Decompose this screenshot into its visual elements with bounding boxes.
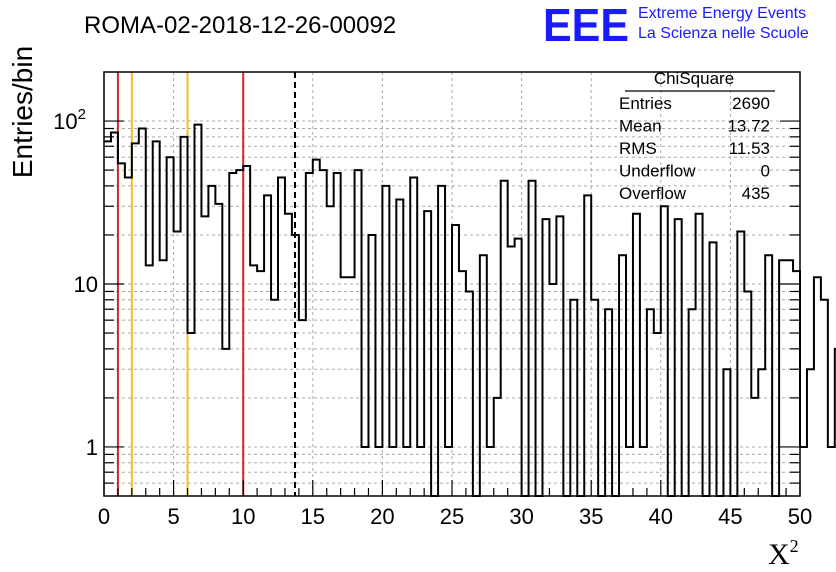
axis-ticks	[103, 120, 801, 496]
y-tick-label: 10	[74, 272, 98, 297]
x-tick-label: 40	[649, 504, 673, 529]
stats-label: Overflow	[619, 184, 687, 203]
plot-title: ROMA-02-2018-12-26-00092	[84, 12, 396, 39]
tick-labels: 0 5 10 15 20 25 30 35 40 45 50 1 10 102	[53, 106, 812, 529]
x-tick-label: 20	[370, 504, 394, 529]
stats-value: 11.53	[729, 139, 770, 158]
stats-label: Underflow	[619, 162, 696, 181]
histogram-outline	[104, 123, 836, 497]
brand-line-2: La Scienza nelle Scuole	[638, 25, 809, 42]
x-tick-label: 30	[509, 504, 533, 529]
stats-value: 435	[742, 184, 770, 203]
stats-label: Entries	[619, 94, 672, 113]
x-tick-label: 25	[440, 504, 464, 529]
x-tick-label: 35	[579, 504, 603, 529]
stats-value: 2690	[732, 94, 770, 113]
x-tick-label: 5	[167, 504, 179, 529]
x-axis-title: X2	[768, 536, 799, 571]
x-tick-label: 10	[231, 504, 255, 529]
y-axis-title: Entries/bin	[7, 46, 38, 178]
stats-value: 0	[761, 162, 770, 181]
x-tick-label: 15	[301, 504, 325, 529]
x-tick-label: 50	[788, 504, 812, 529]
stats-title: ChiSquare	[654, 69, 734, 88]
x-tick-label: 0	[98, 504, 110, 529]
x-tick-label: 45	[718, 504, 742, 529]
y-tick-label: 102	[53, 106, 86, 134]
y-tick-label: 1	[86, 435, 98, 460]
stats-value: 13.72	[727, 117, 770, 136]
stats-box: ChiSquare Entries 2690 Mean 13.72 RMS 11.53 Un…	[619, 69, 775, 203]
eee-logo: EEE	[543, 0, 629, 51]
stats-label: RMS	[619, 139, 657, 158]
brand-line-1: Extreme Energy Events	[638, 5, 806, 22]
stats-label: Mean	[619, 117, 662, 136]
